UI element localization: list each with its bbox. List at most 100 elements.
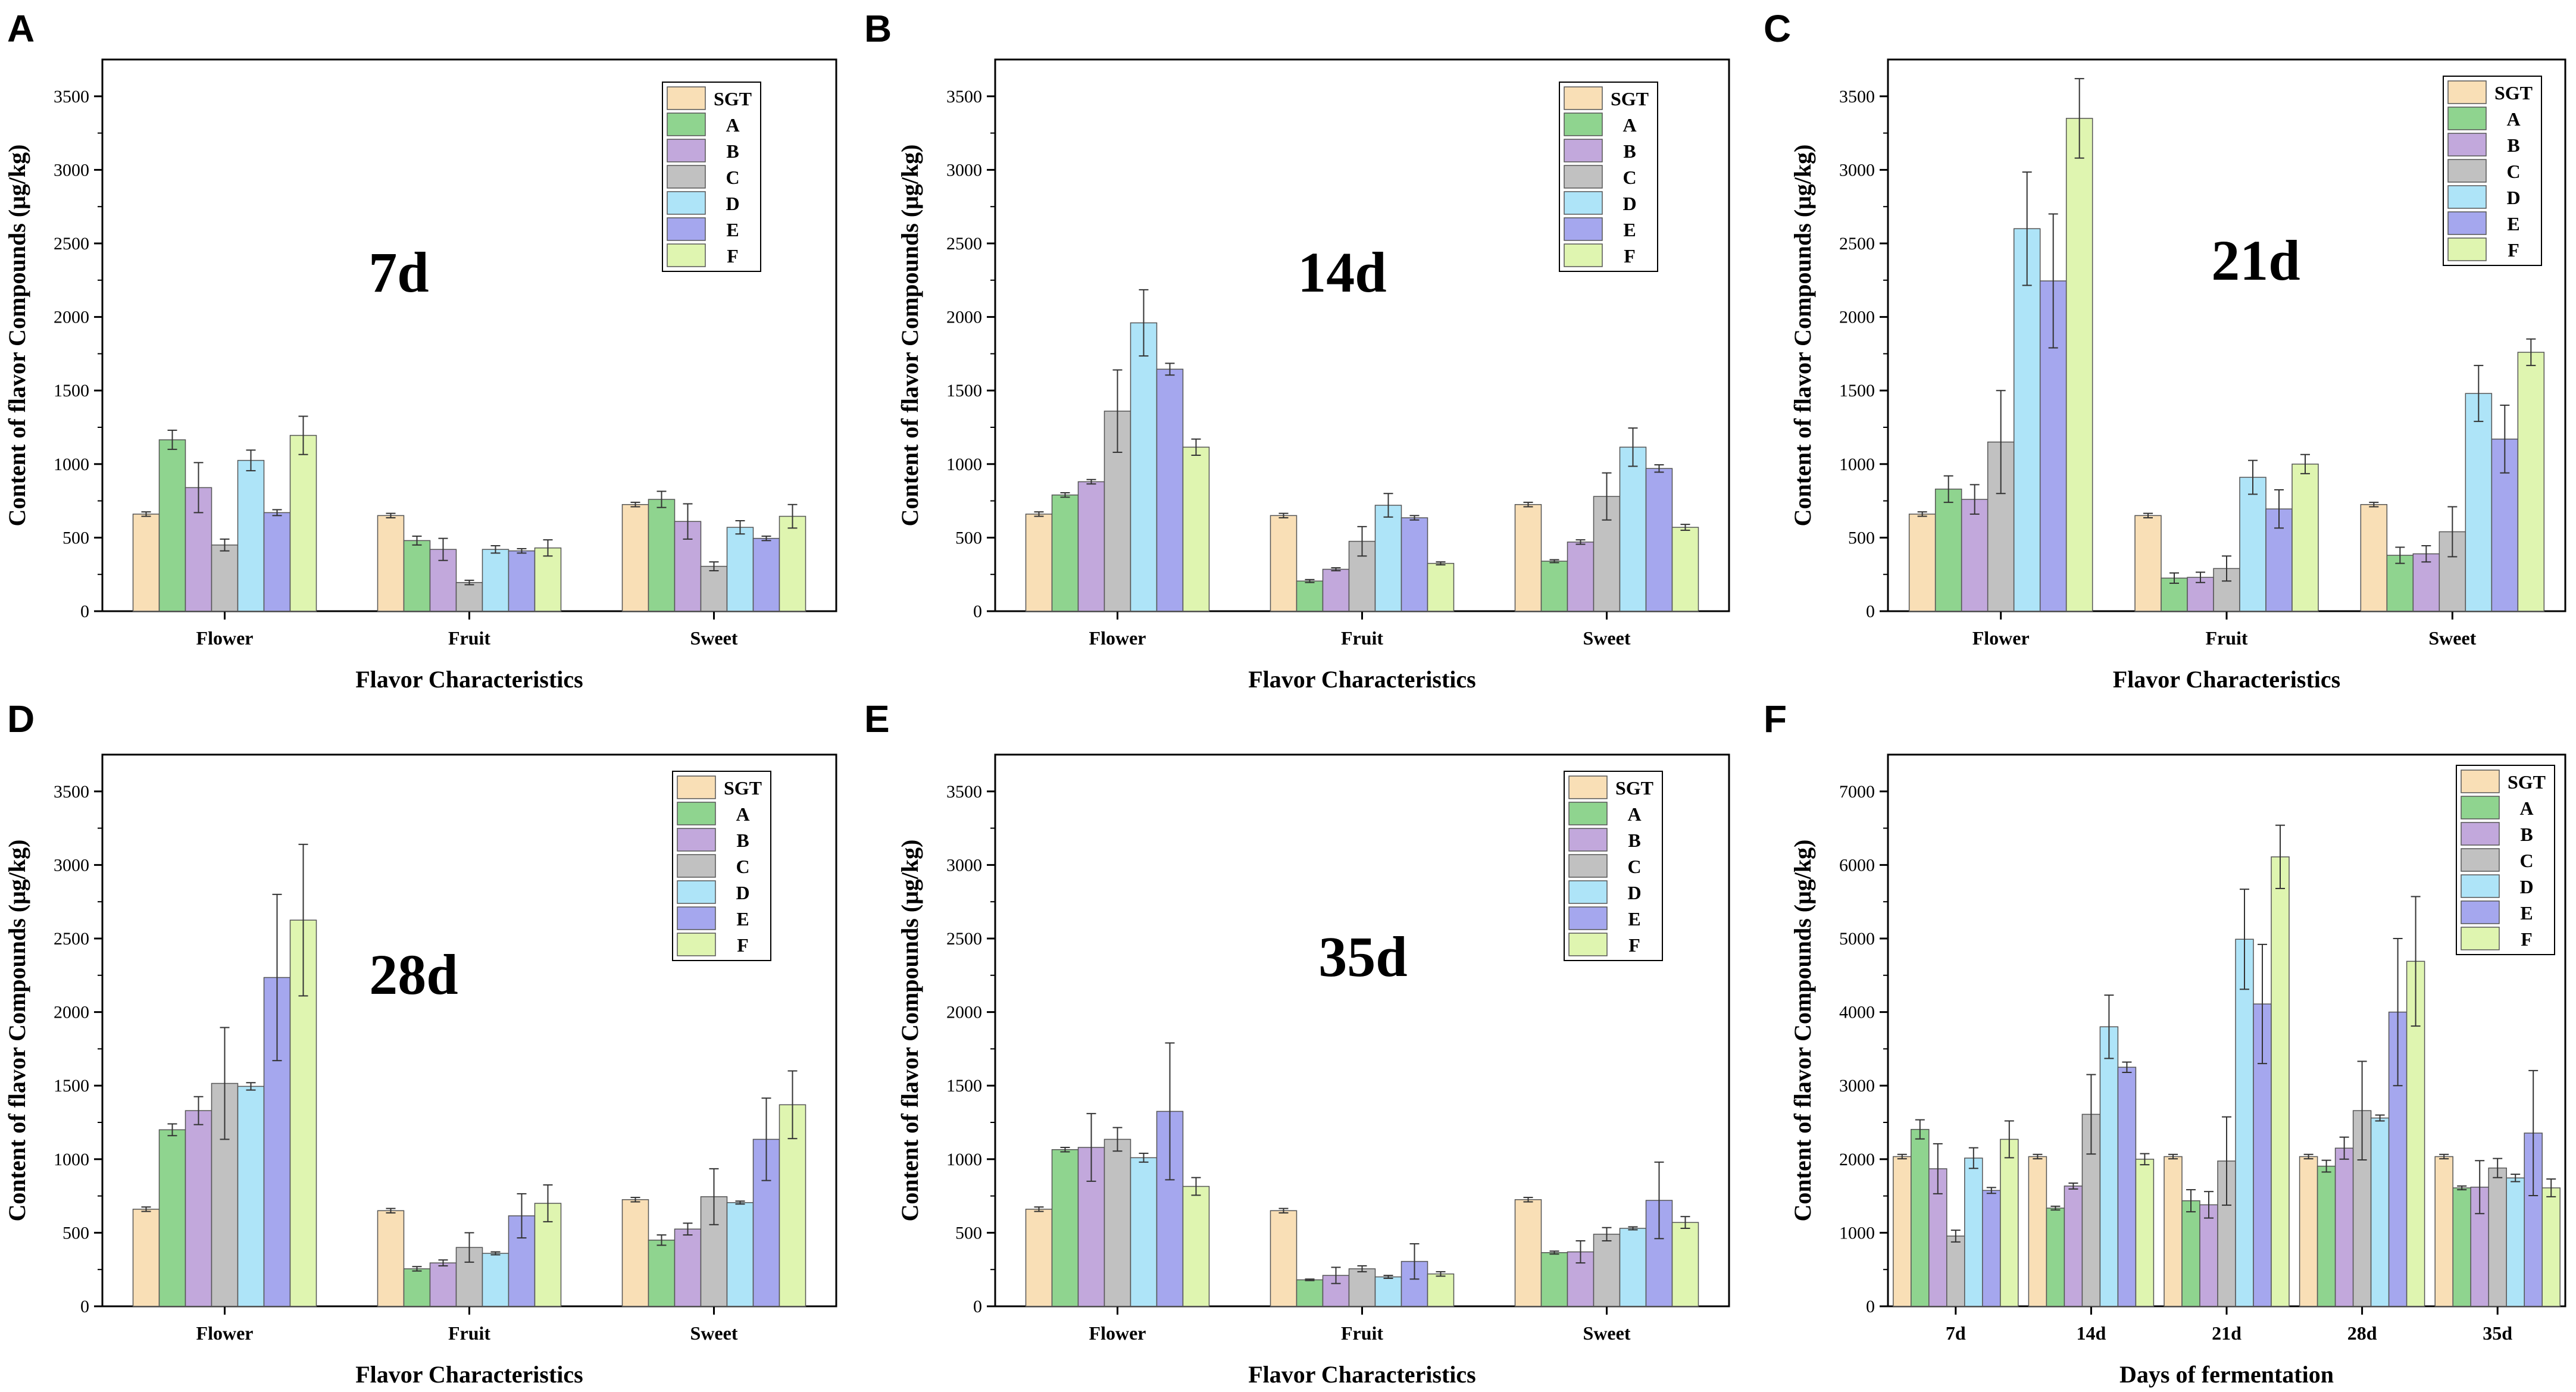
- bar-f-sweet: [779, 515, 806, 612]
- bar-f-21d: [2271, 856, 2290, 1307]
- legend-swatch-a: [677, 802, 716, 825]
- bar-sgt-sweet: [1514, 1199, 1542, 1307]
- bar-b-fruit: [1322, 568, 1350, 612]
- legend-swatch-sgt: [677, 775, 716, 799]
- bar-d-7d: [1964, 1158, 1983, 1307]
- x-tick-label: Sweet: [690, 1322, 738, 1344]
- bar-a-fruit: [1296, 1279, 1324, 1307]
- legend-label: B: [1628, 830, 1640, 851]
- y-tick-label: 1000: [1839, 1223, 1875, 1243]
- y-tick-label: 2000: [946, 308, 982, 327]
- legend-label: D: [1622, 193, 1636, 214]
- panel-letter: E: [864, 697, 890, 740]
- y-tick-label: 0: [1866, 602, 1875, 621]
- bar-d-fruit: [482, 549, 509, 612]
- legend-label: F: [727, 245, 739, 267]
- x-tick-label: 28d: [2347, 1322, 2377, 1344]
- y-tick-label: 1500: [54, 1076, 89, 1096]
- y-tick-label: 1000: [946, 1150, 982, 1169]
- bar-sgt-flower: [1025, 514, 1053, 612]
- legend-swatch-e: [1568, 906, 1608, 930]
- legend-label: C: [2506, 161, 2520, 182]
- legend-label: C: [1627, 856, 1641, 877]
- y-tick-label: 3000: [54, 855, 89, 875]
- y-tick-label: 2000: [1839, 1150, 1875, 1169]
- panel-title: 7d: [368, 240, 429, 304]
- x-axis-label: Flavor Characteristics: [2113, 666, 2340, 693]
- bar-a-sweet: [1540, 1252, 1568, 1307]
- panel-title: 14d: [1298, 240, 1386, 304]
- y-tick-label: 7000: [1839, 782, 1875, 802]
- legend-swatch-b: [2461, 822, 2500, 846]
- y-tick-label: 0: [973, 602, 982, 621]
- bar-e-sweet: [752, 537, 780, 612]
- bar-f-fruit: [2291, 464, 2319, 612]
- y-tick-label: 2000: [1839, 308, 1875, 327]
- legend-label: B: [2507, 134, 2519, 156]
- y-tick-label: 2500: [1839, 234, 1875, 254]
- bar-d-flower: [237, 459, 265, 612]
- y-axis-label: Content of flavor Compounds (μg/kg): [896, 145, 923, 527]
- legend-swatch-f: [2447, 237, 2487, 261]
- legend-swatch-f: [667, 243, 706, 267]
- bar-c-flower: [1103, 1138, 1131, 1307]
- bar-sgt-fruit: [1270, 515, 1298, 612]
- panel-letter: A: [7, 7, 35, 50]
- bar-f-sweet: [1671, 1222, 1699, 1307]
- legend-label: F: [1624, 245, 1636, 267]
- y-tick-label: 1500: [1839, 381, 1875, 401]
- legend-label: SGT: [2494, 82, 2533, 104]
- x-tick-label: 21d: [2212, 1322, 2242, 1344]
- y-axis-label: Content of flavor Compounds (μg/kg): [1789, 840, 1816, 1222]
- x-tick-label: Fruit: [1341, 627, 1383, 649]
- bar-sgt-fruit: [377, 1210, 405, 1307]
- y-tick-label: 500: [955, 528, 982, 548]
- legend-label: F: [2521, 928, 2533, 950]
- y-axis-label: Content of flavor Compounds (μg/kg): [896, 840, 923, 1222]
- bar-b-21d: [2199, 1204, 2218, 1307]
- legend-swatch-b: [2447, 133, 2487, 157]
- legend-label: F: [1628, 934, 1640, 956]
- legend-label: SGT: [1611, 88, 1649, 110]
- y-tick-label: 3000: [946, 160, 982, 180]
- bar-a-fruit: [403, 540, 431, 612]
- y-tick-label: 0: [80, 602, 89, 621]
- bar-e-fruit: [1400, 517, 1428, 612]
- y-tick-label: 3500: [54, 87, 89, 107]
- bar-a-14d: [2046, 1208, 2065, 1307]
- panel-c: C 0 500 1000 1500 2000 2500 3000 3500 Content of …: [1764, 7, 2566, 693]
- bar-e-7d: [1982, 1190, 2001, 1307]
- y-tick-label: 1500: [946, 381, 982, 401]
- panel-a: A 0 500 1000 1500 2000 2500 3000 3500 Content of …: [4, 7, 837, 693]
- legend-label: C: [736, 856, 749, 877]
- y-tick-label: 3000: [1839, 160, 1875, 180]
- x-tick-label: Fruit: [2205, 627, 2247, 649]
- legend-swatch-f: [677, 933, 716, 956]
- bar-f-35d: [2541, 1187, 2561, 1307]
- legend-label: F: [737, 934, 749, 956]
- legend-swatch-e: [677, 906, 716, 930]
- bar-sgt-14d: [2028, 1156, 2047, 1307]
- bar-sgt-flower: [132, 514, 160, 612]
- bar-f-flower: [1182, 1185, 1210, 1307]
- bar-d-sweet: [2465, 393, 2493, 612]
- bar-sgt-flower: [1025, 1209, 1053, 1307]
- legend-label: A: [2506, 108, 2520, 130]
- y-tick-label: 2500: [946, 929, 982, 949]
- bar-c-flower: [211, 545, 239, 612]
- legend-swatch-f: [1568, 933, 1608, 956]
- y-tick-label: 3500: [1839, 87, 1875, 107]
- x-tick-label: Flower: [1089, 627, 1146, 649]
- x-tick-label: Sweet: [1583, 627, 1631, 649]
- x-tick-label: 35d: [2483, 1322, 2512, 1344]
- bar-e-sweet: [1645, 468, 1673, 612]
- bar-a-21d: [2181, 1200, 2200, 1307]
- legend-label: E: [2520, 902, 2533, 924]
- legend-label: B: [1623, 140, 1636, 162]
- x-tick-label: Sweet: [690, 627, 738, 649]
- bar-a-7d: [1911, 1128, 1930, 1307]
- panel-letter: C: [1764, 7, 1791, 50]
- bar-d-flower: [1130, 322, 1158, 612]
- legend-label: D: [2506, 187, 2520, 208]
